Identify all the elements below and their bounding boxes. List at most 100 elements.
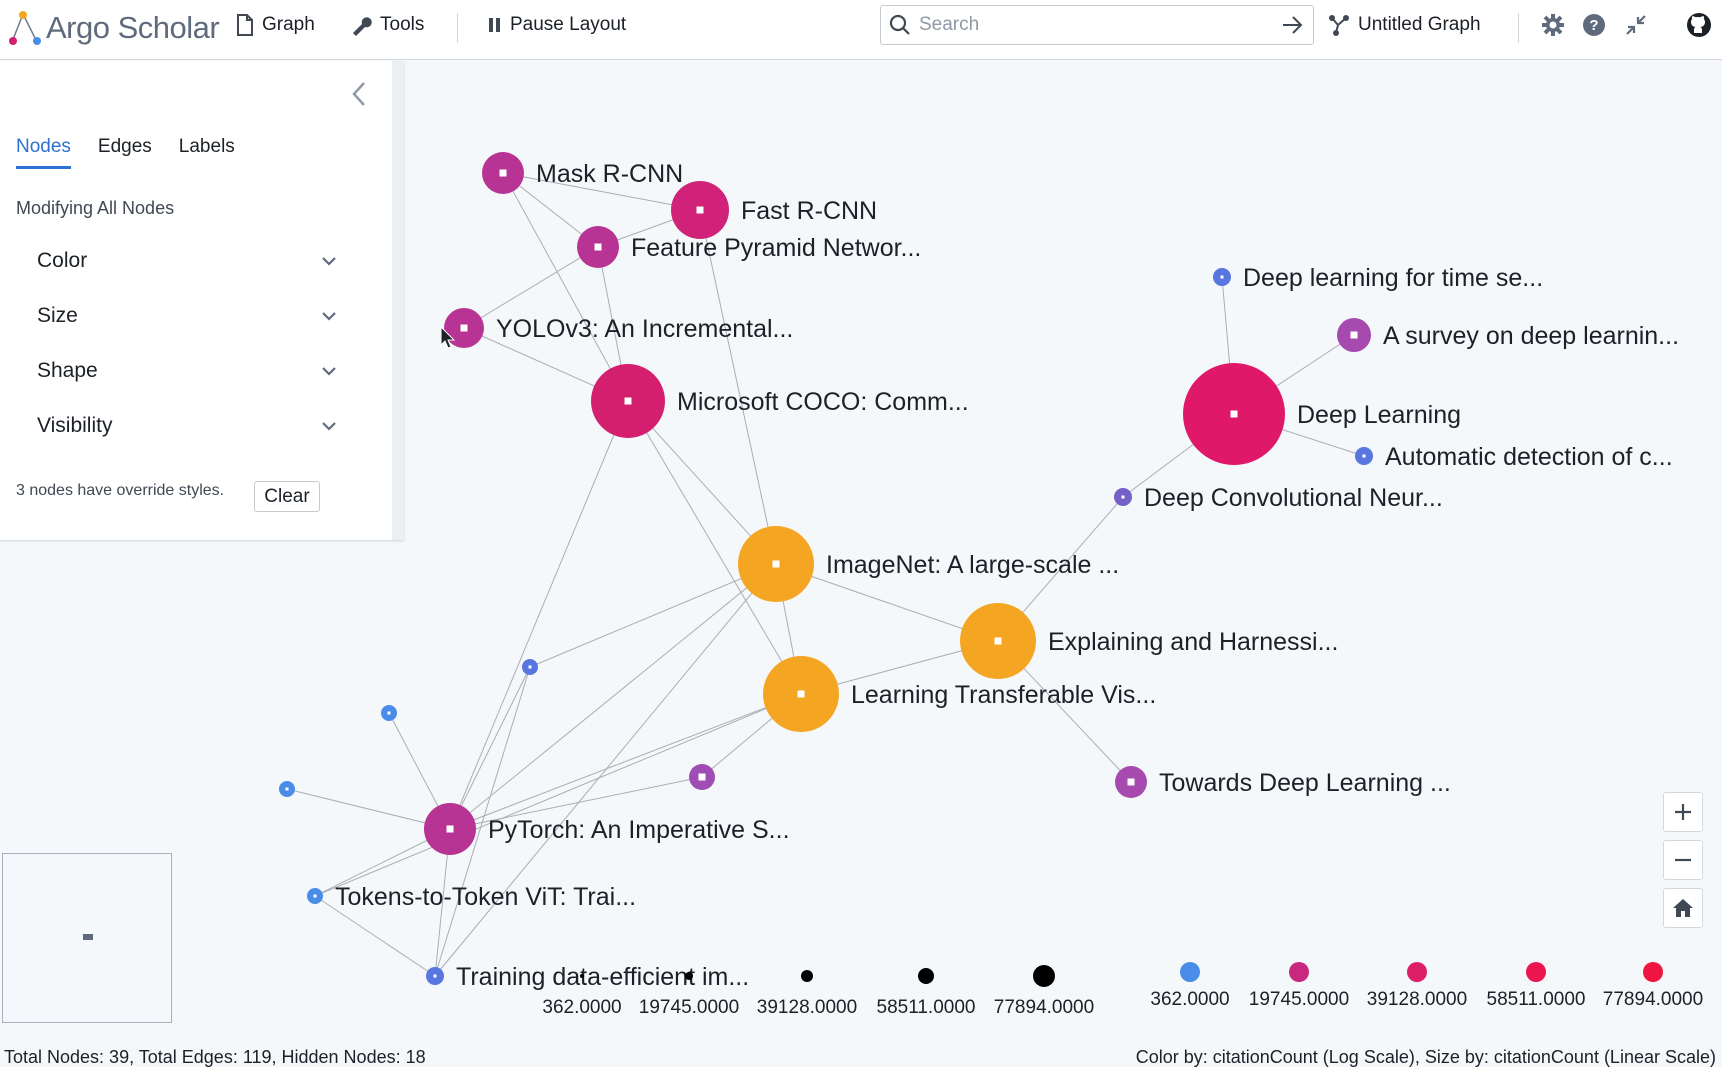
color-legend-marker xyxy=(1643,962,1663,982)
color-legend-marker xyxy=(1407,962,1427,982)
graph-node[interactable] xyxy=(522,659,538,675)
size-legend-label: 19745.0000 xyxy=(639,997,739,1018)
node-label: Deep Learning xyxy=(1297,401,1461,429)
size-section-toggle[interactable]: Size xyxy=(37,296,337,336)
panel-heading: Modifying All Nodes xyxy=(16,198,175,218)
minimize-button[interactable] xyxy=(1623,12,1649,38)
arrow-right-icon[interactable] xyxy=(1281,15,1303,35)
graph-title-button[interactable]: Untitled Graph xyxy=(1328,10,1481,40)
node-center-marker xyxy=(772,560,780,568)
panel-tabs: Nodes Edges Labels xyxy=(16,136,262,169)
github-icon xyxy=(1687,13,1711,37)
size-legend-label: 39128.0000 xyxy=(757,997,857,1018)
reset-view-button[interactable] xyxy=(1663,888,1703,928)
node-center-marker xyxy=(1362,454,1366,458)
node-center-marker xyxy=(698,773,706,781)
graph-node[interactable]: Tokens-to-Token ViT: Trai... xyxy=(307,883,636,911)
node-label: Explaining and Harnessi... xyxy=(1048,628,1338,656)
node-label: YOLOv3: An Incremental... xyxy=(496,315,793,343)
graph-node[interactable]: YOLOv3: An Incremental... xyxy=(444,308,793,348)
graph-node[interactable] xyxy=(381,705,397,721)
graph-node[interactable]: Automatic detection of c... xyxy=(1355,443,1673,471)
search-input[interactable] xyxy=(919,14,1259,36)
pause-layout-button[interactable]: Pause Layout xyxy=(488,10,626,40)
node-label: Automatic detection of c... xyxy=(1385,443,1673,471)
node-label: Tokens-to-Token ViT: Trai... xyxy=(335,883,636,911)
shape-section-toggle[interactable]: Shape xyxy=(37,351,337,391)
minimize-icon xyxy=(1626,15,1646,35)
graph-node[interactable]: A survey on deep learnin... xyxy=(1337,318,1679,352)
node-label: Microsoft COCO: Comm... xyxy=(677,388,969,416)
node-center-marker xyxy=(387,711,391,715)
minus-icon xyxy=(1675,858,1691,862)
settings-button[interactable] xyxy=(1540,12,1566,38)
node-center-marker xyxy=(285,787,289,791)
graph-node[interactable]: Fast R-CNN xyxy=(671,181,877,239)
graph-node[interactable]: Deep learning for time se... xyxy=(1213,264,1543,292)
color-legend-label: 362.0000 xyxy=(1150,989,1229,1010)
section-label: Size xyxy=(37,304,78,327)
size-legend-marker xyxy=(685,972,693,980)
graph-canvas[interactable]: Mask R-CNN Fast R-CNN Feature Pyramid Netw… xyxy=(0,61,1722,1041)
search-box xyxy=(880,5,1314,45)
chevron-down-icon xyxy=(322,257,336,266)
gear-icon xyxy=(1542,14,1564,36)
size-legend-marker xyxy=(1033,965,1055,987)
graph-node[interactable]: ImageNet: A large-scale ... xyxy=(738,526,1119,602)
node-center-marker xyxy=(1127,778,1135,786)
graph-branch-icon xyxy=(1329,15,1349,36)
minimap[interactable] xyxy=(2,853,172,1023)
size-legend-label: 58511.0000 xyxy=(877,997,976,1018)
tools-menu-button[interactable]: Tools xyxy=(350,10,424,40)
status-bar: Total Nodes: 39, Total Edges: 119, Hidde… xyxy=(0,1045,1722,1067)
help-button[interactable]: ? xyxy=(1581,12,1607,38)
graph-node[interactable]: Deep Convolutional Neur... xyxy=(1114,484,1443,512)
graph-menu-button[interactable]: Graph xyxy=(236,10,315,40)
color-legend-marker xyxy=(1526,962,1546,982)
graph-node[interactable]: Microsoft COCO: Comm... xyxy=(591,364,969,438)
node-label: Fast R-CNN xyxy=(741,197,877,225)
node-center-marker xyxy=(1220,275,1224,279)
minimap-viewport[interactable] xyxy=(83,934,93,940)
plus-icon xyxy=(1675,804,1691,820)
top-toolbar: Argo Scholar Graph Tools Pause Layout Un… xyxy=(0,0,1722,60)
tab-nodes[interactable]: Nodes xyxy=(16,136,71,169)
collapse-panel-button[interactable] xyxy=(346,79,372,109)
node-center-marker xyxy=(696,206,704,214)
zoom-out-button[interactable] xyxy=(1663,840,1703,880)
node-center-marker xyxy=(528,665,532,669)
app-logo-text: Argo Scholar xyxy=(46,10,220,45)
github-button[interactable] xyxy=(1684,10,1714,40)
graph-node[interactable]: Explaining and Harnessi... xyxy=(960,603,1338,679)
node-center-marker xyxy=(313,894,317,898)
color-section-toggle[interactable]: Color xyxy=(37,241,337,281)
chevron-left-icon xyxy=(352,82,365,106)
graph-node[interactable]: Mask R-CNN xyxy=(482,152,683,194)
node-center-marker xyxy=(797,690,805,698)
node-label: A survey on deep learnin... xyxy=(1383,322,1679,350)
node-center-marker xyxy=(594,243,602,251)
graph-node[interactable]: Towards Deep Learning ... xyxy=(1115,766,1451,798)
node-style-panel: Nodes Edges Labels Modifying All Nodes C… xyxy=(0,61,404,540)
color-legend-label: 39128.0000 xyxy=(1367,989,1467,1010)
help-icon: ? xyxy=(1583,14,1605,36)
chevron-down-icon xyxy=(322,312,336,321)
graph-node[interactable]: Training data-efficient im... xyxy=(426,963,749,991)
tab-edges[interactable]: Edges xyxy=(97,136,152,157)
node-center-marker xyxy=(433,974,437,978)
graph-node[interactable]: Learning Transferable Vis... xyxy=(763,656,1156,732)
tab-labels[interactable]: Labels xyxy=(178,136,235,157)
clear-overrides-button[interactable]: Clear xyxy=(254,481,320,512)
graph-node[interactable] xyxy=(279,781,295,797)
node-center-marker xyxy=(994,637,1002,645)
tools-menu-label: Tools xyxy=(380,14,425,35)
visibility-section-toggle[interactable]: Visibility xyxy=(37,406,337,446)
graph-node[interactable]: PyTorch: An Imperative S... xyxy=(424,803,790,855)
color-legend-label: 58511.0000 xyxy=(1487,989,1586,1010)
zoom-in-button[interactable] xyxy=(1663,792,1703,832)
graph-node[interactable] xyxy=(689,764,715,790)
color-legend: 362.0000 19745.0000 39128.0000 58511.0000 77… xyxy=(1150,962,1703,1010)
node-label: PyTorch: An Imperative S... xyxy=(488,816,790,844)
graph-node[interactable]: Deep Learning xyxy=(1183,363,1461,465)
graph-node[interactable]: Feature Pyramid Networ... xyxy=(577,226,921,268)
